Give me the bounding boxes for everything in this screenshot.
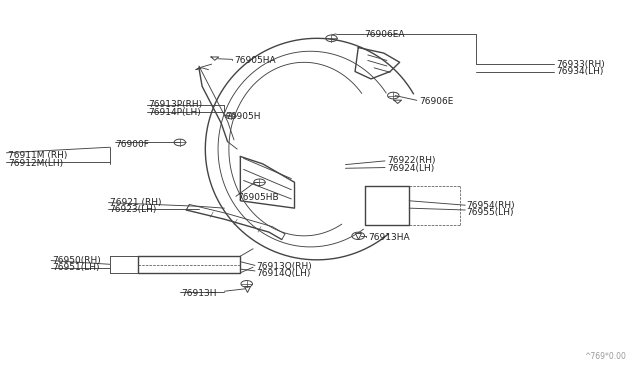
Text: 76955(LH): 76955(LH): [467, 208, 514, 217]
Text: 76933(RH): 76933(RH): [556, 60, 605, 69]
Text: 76900F: 76900F: [115, 140, 148, 149]
Text: 76905HA: 76905HA: [234, 56, 276, 65]
Text: 76911M (RH): 76911M (RH): [8, 151, 67, 160]
Text: 76914P(LH): 76914P(LH): [148, 108, 201, 117]
Text: 76912M(LH): 76912M(LH): [8, 158, 63, 168]
Text: 76913HA: 76913HA: [368, 233, 410, 242]
Text: 76906EA: 76906EA: [365, 30, 405, 39]
Polygon shape: [394, 100, 401, 103]
Text: 76913P(RH): 76913P(RH): [148, 100, 202, 109]
Text: ^769*0.00: ^769*0.00: [584, 352, 626, 361]
Text: 76905HB: 76905HB: [237, 193, 279, 202]
Text: 76913Q(RH): 76913Q(RH): [256, 262, 312, 270]
Text: 76951(LH): 76951(LH): [52, 263, 100, 272]
Text: 76906E: 76906E: [419, 97, 453, 106]
Text: 76921 (RH): 76921 (RH): [109, 198, 161, 207]
Text: 76922(RH): 76922(RH): [387, 156, 435, 166]
Text: 76923(LH): 76923(LH): [109, 205, 157, 215]
Text: 76905H: 76905H: [226, 112, 261, 121]
Text: 76924(LH): 76924(LH): [387, 164, 434, 173]
Text: 76954(RH): 76954(RH): [467, 201, 515, 210]
Text: 76934(LH): 76934(LH): [556, 67, 603, 76]
Text: 76950(RH): 76950(RH): [52, 256, 101, 265]
Text: 76914Q(LH): 76914Q(LH): [256, 269, 310, 278]
Polygon shape: [211, 57, 219, 60]
Text: 76913H: 76913H: [181, 289, 216, 298]
